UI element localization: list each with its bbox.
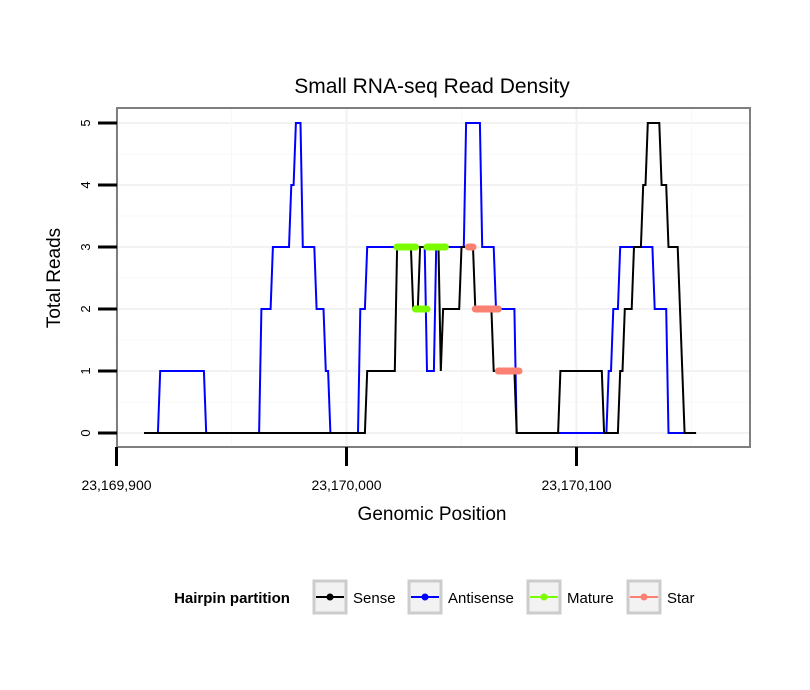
legend-label: Sense [353, 590, 396, 607]
y-tick-label: 5 [78, 119, 93, 126]
plot-panel-border [116, 107, 751, 448]
chart-title: Small RNA-seq Read Density [294, 75, 570, 98]
legend-label: Mature [567, 590, 614, 607]
legend-key-dot [326, 593, 334, 601]
legend-key-dot [540, 593, 548, 601]
legend-title: Hairpin partition [174, 590, 290, 607]
x-axis-label: Genomic Position [358, 504, 507, 525]
x-tick-label: 23,170,100 [541, 477, 611, 493]
legend-entry-mature: Mature [526, 579, 614, 615]
x-axis: 23,169,900 23,170,000 23,170,100 [81, 447, 612, 493]
y-tick-label: 2 [78, 305, 93, 312]
legend-key-dot [421, 593, 429, 601]
partition-highlights [393, 243, 523, 375]
x-tick-label: 23,170,000 [311, 477, 381, 493]
legend-key-dot [640, 593, 648, 601]
grid-lines [115, 108, 750, 447]
legend-entry-star: Star [626, 579, 695, 615]
y-tick-label: 3 [78, 243, 93, 250]
legend: Hairpin partition Sense Antisense Mature St… [174, 579, 695, 615]
x-tick-label: 23,169,900 [81, 477, 151, 493]
legend-label: Star [667, 590, 695, 607]
legend-entry-antisense: Antisense [407, 579, 514, 615]
legend-entry-sense: Sense [312, 579, 396, 615]
y-axis: 0 1 2 3 4 5 [78, 119, 117, 437]
legend-label: Antisense [448, 590, 514, 607]
y-tick-label: 0 [78, 429, 93, 436]
y-tick-label: 4 [78, 181, 93, 188]
series-line-antisense [144, 122, 694, 434]
y-axis-label: Total Reads [44, 228, 65, 328]
y-tick-label: 1 [78, 367, 93, 374]
